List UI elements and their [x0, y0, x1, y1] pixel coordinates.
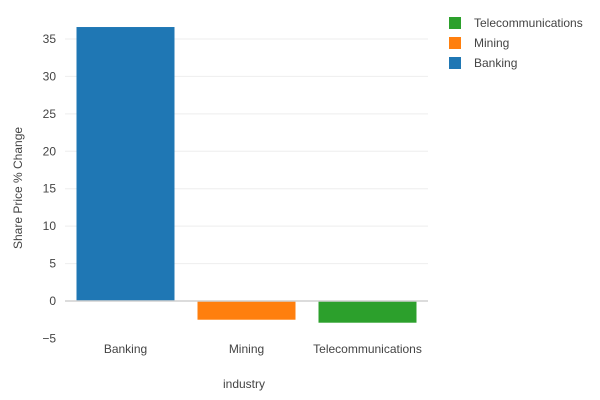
x-tick-label: Mining — [229, 342, 264, 356]
bar-telecommunications — [318, 301, 417, 323]
legend: Telecommunications Mining Banking — [449, 16, 583, 70]
x-tick-label: Telecommunications — [313, 342, 422, 356]
bar-banking — [76, 27, 175, 301]
y-axis-title: Share Price % Change — [11, 127, 25, 249]
legend-swatch — [449, 37, 461, 49]
x-axis-title: industry — [223, 377, 265, 391]
bars — [76, 27, 417, 323]
legend-label: Telecommunications — [474, 16, 583, 30]
y-tick-label: 20 — [43, 144, 57, 158]
y-tick-label: 5 — [49, 257, 56, 271]
y-tick-label: 10 — [43, 219, 57, 233]
legend-swatch — [449, 57, 461, 69]
y-tick-label: 0 — [49, 294, 56, 308]
bar-mining — [197, 301, 296, 320]
y-tick-label: 35 — [43, 32, 57, 46]
legend-label: Banking — [474, 56, 517, 70]
y-tick-label: 15 — [43, 182, 57, 196]
y-tick-label: −5 — [42, 331, 56, 345]
y-tick-label: 30 — [43, 69, 57, 83]
x-tick-label: Banking — [104, 342, 147, 356]
legend-label: Mining — [474, 36, 509, 50]
y-tick-label: 25 — [43, 107, 57, 121]
legend-swatch — [449, 17, 461, 29]
axes: 35 30 25 20 15 10 5 0 −5 Banking Mining Telecommuni… — [42, 32, 428, 356]
